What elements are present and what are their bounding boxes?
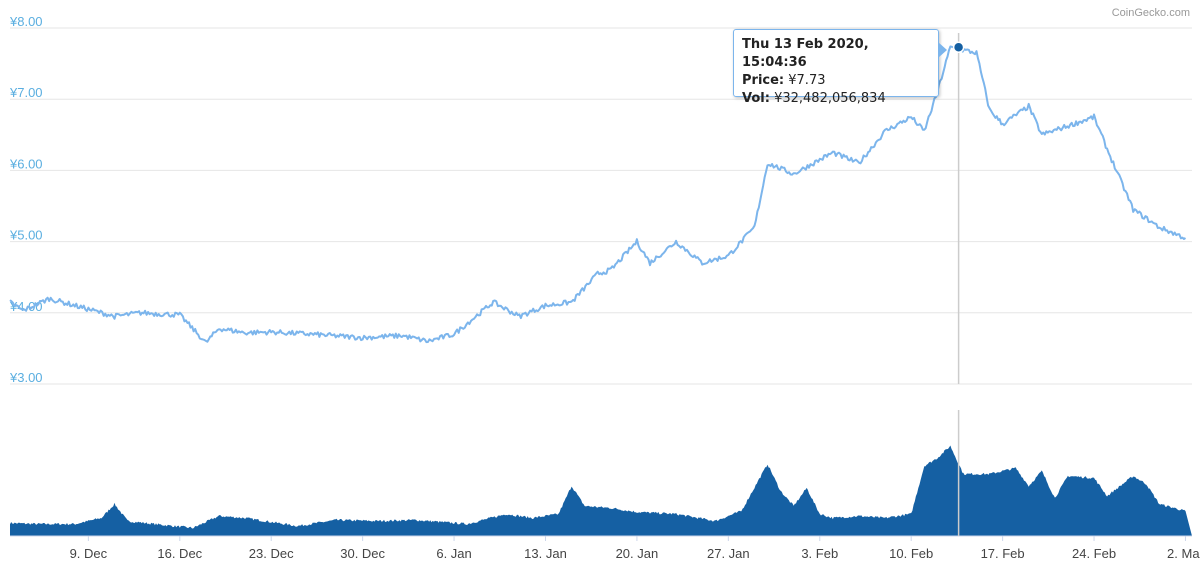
x-tick-label: 20. Jan [616, 546, 659, 561]
x-tick-label: 13. Jan [524, 546, 567, 561]
x-tick-label: 6. Jan [436, 546, 471, 561]
y-tick-label: ¥5.00 [9, 228, 43, 243]
x-tick-label: 30. Dec [340, 546, 385, 561]
x-tick-label: 24. Feb [1072, 546, 1116, 561]
y-tick-label: ¥8.00 [9, 14, 43, 29]
hover-marker [952, 41, 965, 53]
volume-area [10, 445, 1192, 536]
y-tick-label: ¥6.00 [9, 156, 43, 171]
price-axis-labels: ¥8.00 ¥7.00 ¥6.00 ¥5.00 ¥4.00 ¥3.00 [9, 14, 43, 385]
volume-series [10, 445, 1192, 536]
y-tick-label: ¥3.00 [9, 370, 43, 385]
x-tick-label: 2. Mar [1167, 546, 1200, 561]
x-tick-label: 9. Dec [70, 546, 108, 561]
x-tick-label: 17. Feb [981, 546, 1025, 561]
tooltip-price: Price: ¥7.73 [742, 73, 826, 88]
x-tick-label: 16. Dec [157, 546, 202, 561]
x-tick-label: 23. Dec [249, 546, 294, 561]
x-tick-label: 3. Feb [801, 546, 838, 561]
tooltip-volume: Vol: ¥32,482,056,834 [742, 91, 886, 106]
x-tick-label: 27. Jan [707, 546, 750, 561]
y-tick-label: ¥7.00 [9, 85, 43, 100]
tooltip: Thu 13 Feb 2020, 15:04:36 Price: ¥7.73 V… [733, 29, 947, 106]
y-tick-label: ¥4.00 [9, 299, 43, 314]
x-tick-label: 10. Feb [889, 546, 933, 561]
price-line [9, 45, 1187, 344]
price-series [9, 45, 1187, 344]
tooltip-date: Thu 13 Feb 2020, 15:04:36 [742, 37, 869, 70]
time-axis-labels: 9. Dec 16. Dec 23. Dec 30. Dec 6. Jan 13. Jan… [10, 535, 1200, 561]
price-gridlines [10, 27, 1192, 385]
credit-text[interactable]: CoinGecko.com [1112, 7, 1190, 19]
